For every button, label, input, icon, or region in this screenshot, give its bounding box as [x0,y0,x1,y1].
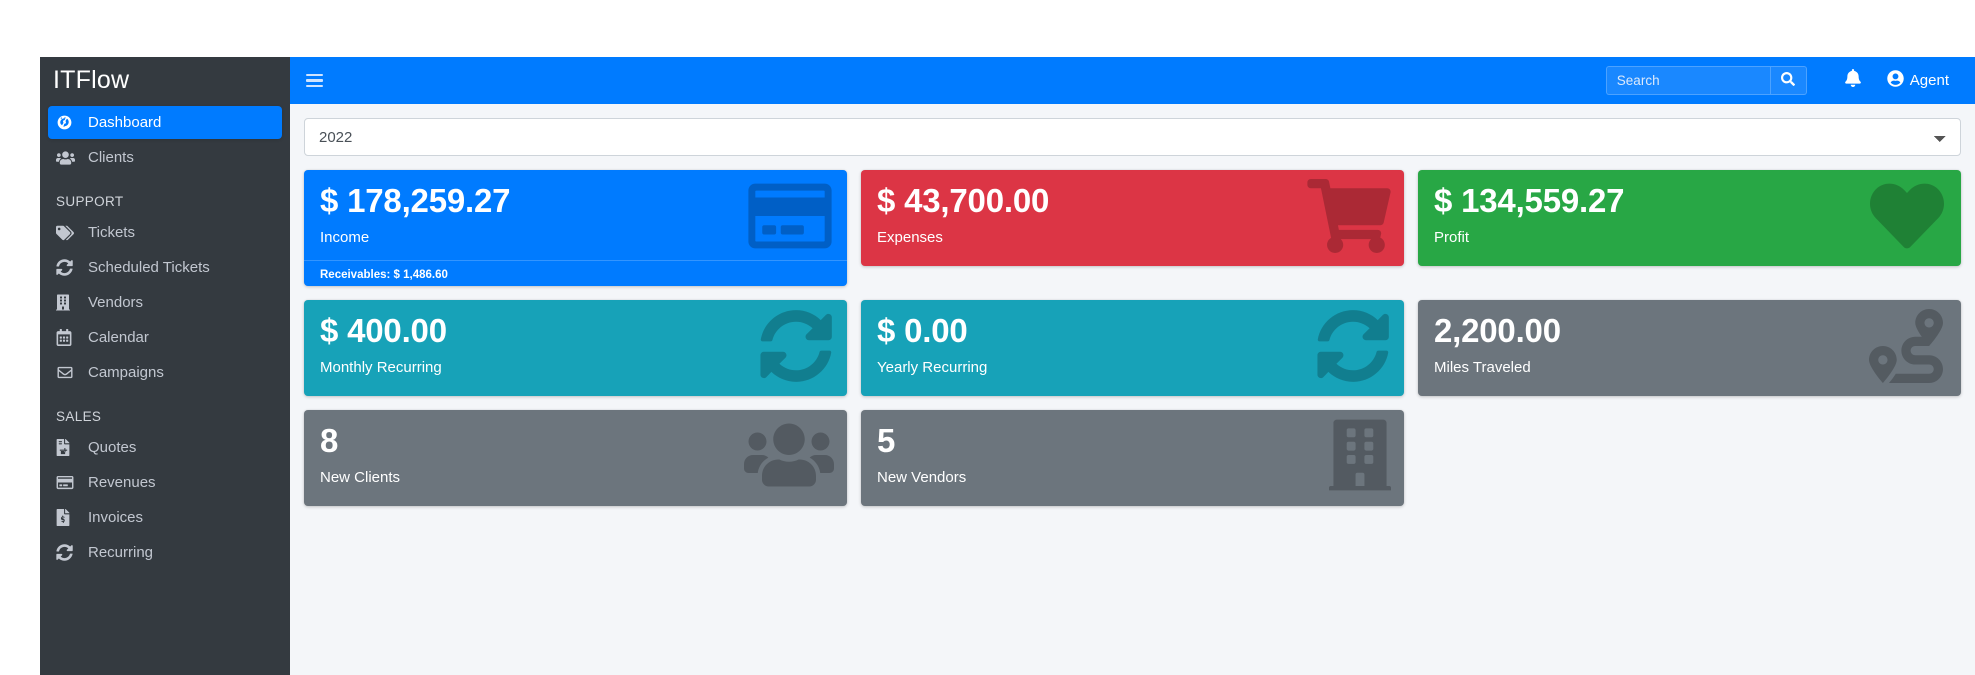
file-invoice-icon [56,439,82,456]
sync-icon [56,544,82,561]
stat-card-profit[interactable]: $ 134,559.27 Profit [1418,170,1961,266]
stat-card-yearly-recurring[interactable]: $ 0.00 Yearly Recurring [861,300,1404,396]
sidebar-item-dashboard[interactable]: Dashboard [48,106,282,139]
sidebar-item-label: Quotes [88,439,137,456]
card-col: $ 0.00 Yearly Recurring [861,300,1404,396]
sidebar-item-calendar[interactable]: Calendar [48,321,282,354]
main-content: 2022 $ 178,259.27 Income Receivables: $ … [290,104,1975,675]
stat-card-value: $ 134,559.27 [1434,182,1625,219]
envelope-icon [56,365,82,380]
app-root: ITFlow Dashboard Clients SUP [40,57,1975,675]
sidebar: ITFlow Dashboard Clients SUP [40,57,290,675]
stat-card-value: 2,200.00 [1434,312,1561,349]
stat-card-miles-traveled[interactable]: 2,200.00 Miles Traveled [1418,300,1961,396]
sidebar-item-invoices[interactable]: Invoices [48,501,282,534]
sidebar-item-label: Tickets [88,224,135,241]
search-icon [1781,72,1796,89]
search-input[interactable] [1606,67,1770,94]
stat-card-value: $ 0.00 [877,312,968,349]
year-filter-select[interactable]: 2022 [304,118,1961,156]
stat-card-footer: Receivables: $ 1,486.60 [304,259,847,281]
stat-card-value: 8 [320,422,339,459]
hamburger-icon[interactable] [304,68,330,94]
building-icon [56,294,82,311]
users-icon [744,419,834,491]
user-menu[interactable]: Agent [1877,57,1963,104]
notifications-button[interactable] [1829,57,1877,104]
stat-card-expenses[interactable]: $ 43,700.00 Expenses [861,170,1404,266]
stat-card-value: 5 [877,422,896,459]
credit-card-icon [746,179,834,253]
file-dollar-icon [56,509,82,526]
search-button[interactable] [1769,67,1806,94]
card-col: 8 New Clients [304,410,847,506]
sidebar-item-vendors[interactable]: Vendors [48,286,282,319]
stat-card-income[interactable]: $ 178,259.27 Income Receivables: $ 1,486… [304,170,847,286]
sidebar-section-header-support: SUPPORT [56,194,124,209]
user-circle-icon [1887,70,1904,91]
stat-card-label: Expenses [877,228,943,246]
stat-card-label: Monthly Recurring [320,358,442,376]
stat-card-label: New Vendors [877,468,967,486]
calendar-icon [56,329,82,346]
route-icon [1864,309,1948,383]
card-col: 5 New Vendors [861,410,1404,506]
shopping-cart-icon [1307,179,1391,253]
sync-icon [758,309,834,383]
stat-card-label: Miles Traveled [1434,358,1531,376]
tag-icon [56,225,82,241]
sync-icon [56,259,82,276]
sidebar-item-label: Campaigns [88,364,164,381]
bell-icon [1844,69,1861,92]
sidebar-nav-primary: Dashboard Clients SUPPORT Tickets [40,106,290,569]
stat-card-monthly-recurring[interactable]: $ 400.00 Monthly Recurring [304,300,847,396]
sidebar-item-label: Vendors [88,294,144,311]
sidebar-section-header-sales: SALES [56,409,102,424]
sidebar-item-recurring[interactable]: Recurring [48,536,282,569]
card-col: $ 43,700.00 Expenses [861,170,1404,286]
stat-card-value: $ 400.00 [320,312,447,349]
sidebar-item-quotes[interactable]: Quotes [48,431,282,464]
card-col-empty [1418,410,1961,506]
sidebar-item-label: Invoices [88,509,144,526]
sidebar-item-clients[interactable]: Clients [48,141,282,174]
dashboard-icon [56,114,82,131]
sidebar-item-label: Clients [88,149,134,166]
sidebar-item-label: Recurring [88,544,154,561]
sidebar-item-revenues[interactable]: Revenues [48,466,282,499]
stat-card-value: $ 43,700.00 [877,182,1050,219]
building-icon [1329,419,1391,491]
users-icon [56,150,82,166]
stat-card-new-clients[interactable]: 8 New Clients [304,410,847,506]
user-menu-label: Agent [1909,72,1949,89]
card-col: 2,200.00 Miles Traveled [1418,300,1961,396]
stat-card-label: Yearly Recurring [877,358,988,376]
top-navbar: Agent [290,57,1975,104]
stat-card-label: New Clients [320,468,401,486]
stat-card-value: $ 178,259.27 [320,182,511,219]
credit-card-icon [56,475,82,490]
sidebar-item-label: Scheduled Tickets [88,259,210,276]
sidebar-item-campaigns[interactable]: Campaigns [48,356,282,389]
sidebar-item-label: Dashboard [88,114,162,131]
stat-cards-row-2: $ 400.00 Monthly Recurring $ 0.00 Yearly… [304,300,1961,396]
card-col: $ 178,259.27 Income Receivables: $ 1,486… [304,170,847,286]
brand-title[interactable]: ITFlow [53,66,130,94]
stat-card-label: Profit [1434,228,1470,246]
card-col: $ 400.00 Monthly Recurring [304,300,847,396]
search-form [1605,66,1807,95]
sidebar-item-label: Calendar [88,329,149,346]
content-wrapper: Agent 2022 $ 178,259.27 Income Receivabl… [290,57,1975,675]
stat-card-new-vendors[interactable]: 5 New Vendors [861,410,1404,506]
sync-icon [1315,309,1391,383]
stat-cards-row-3: 8 New Clients 5 New Vendors [304,410,1961,506]
sidebar-item-label: Revenues [88,474,156,491]
card-col: $ 134,559.27 Profit [1418,170,1961,286]
stat-card-label: Income [320,228,370,246]
sidebar-item-tickets[interactable]: Tickets [48,216,282,249]
heart-icon [1866,179,1948,253]
stat-cards-row-1: $ 178,259.27 Income Receivables: $ 1,486… [304,170,1961,286]
sidebar-item-scheduled-tickets[interactable]: Scheduled Tickets [48,251,282,284]
